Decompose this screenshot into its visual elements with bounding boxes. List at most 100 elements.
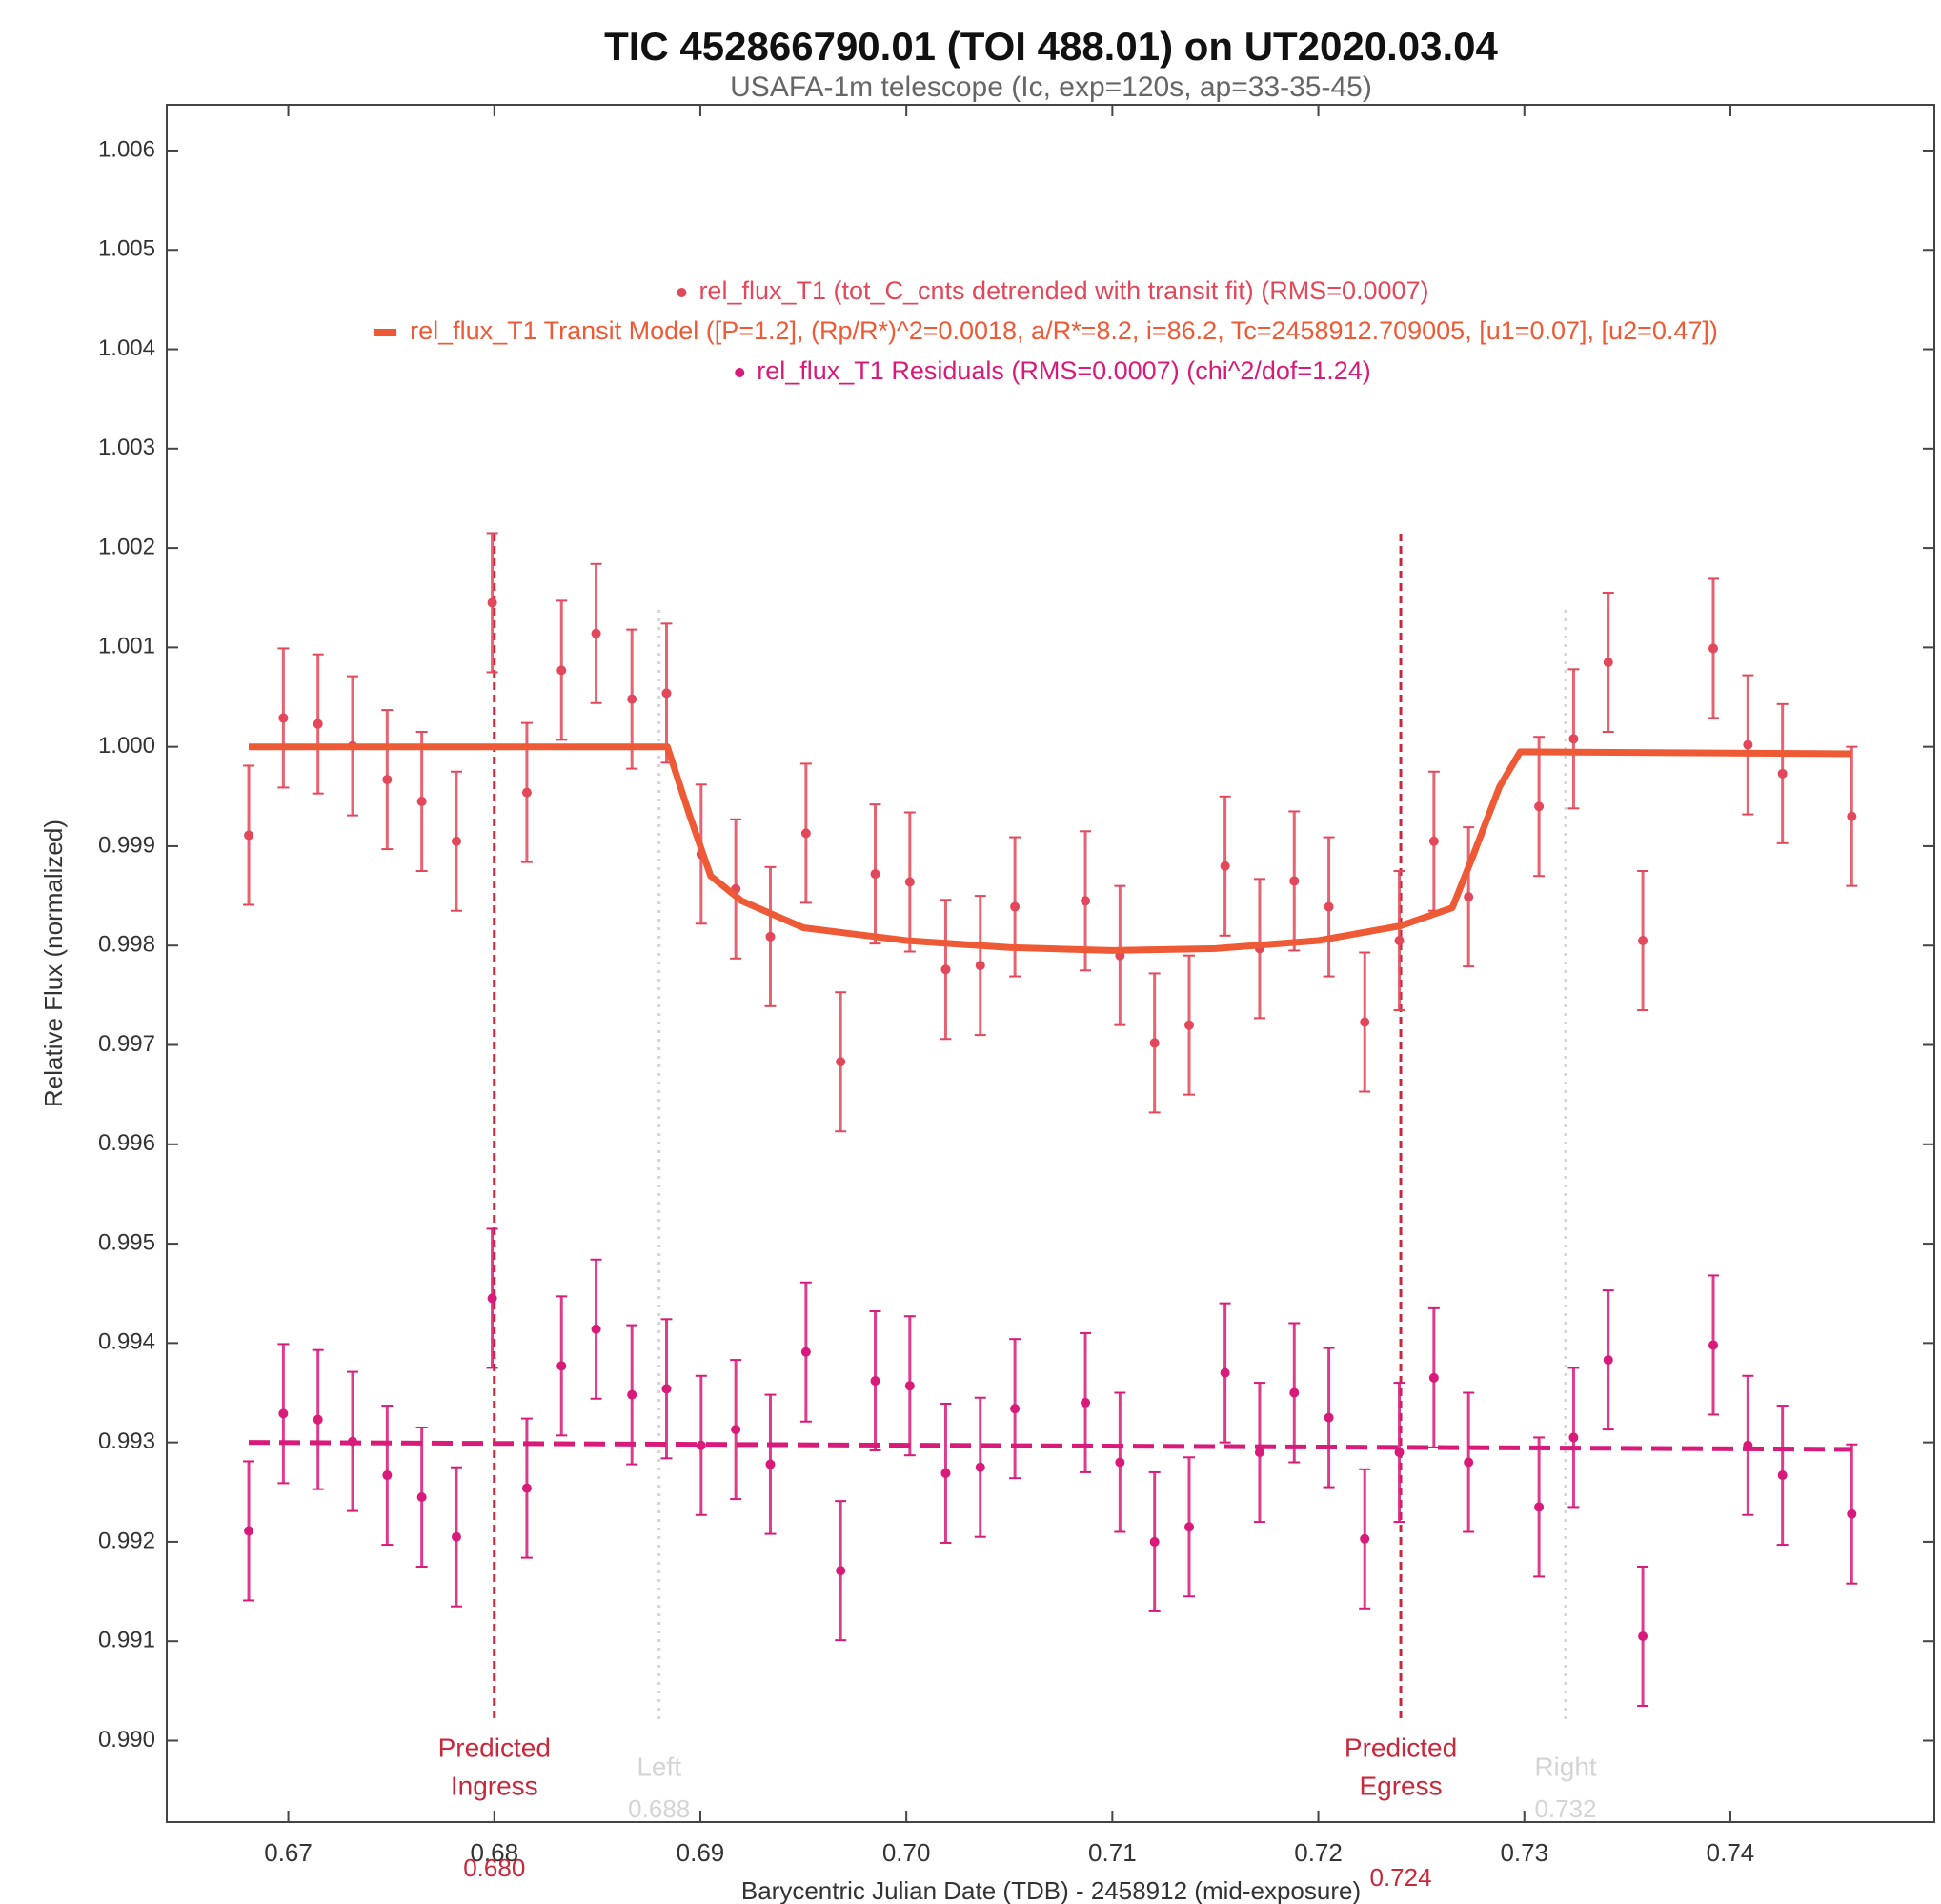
legend-label: rel_flux_T1 (tot_C_cnts detrended with t… bbox=[698, 276, 1428, 305]
x-tick-label: 0.70 bbox=[882, 1838, 931, 1867]
marker-value-label: 0.724 bbox=[1370, 1863, 1432, 1892]
chart-subtitle: USAFA-1m telescope (Ic, exp=120s, ap=33-… bbox=[730, 71, 1372, 103]
x-tick-label: 0.68 bbox=[470, 1838, 518, 1867]
marker-label: Predicted bbox=[438, 1732, 551, 1762]
data-point bbox=[661, 1384, 672, 1394]
data-point bbox=[1603, 1355, 1613, 1366]
data-point bbox=[556, 1361, 567, 1371]
data-point bbox=[1428, 1372, 1439, 1383]
data-point bbox=[278, 713, 289, 723]
y-tick-label: 0.996 bbox=[98, 1130, 155, 1156]
data-point bbox=[1220, 1367, 1230, 1378]
y-tick-label: 0.991 bbox=[98, 1628, 155, 1653]
y-tick-label: 1.005 bbox=[98, 236, 155, 262]
data-point bbox=[556, 665, 567, 676]
data-point bbox=[1184, 1020, 1195, 1030]
plot-frame bbox=[166, 104, 1935, 1823]
data-point bbox=[1708, 643, 1719, 654]
legend-label: rel_flux_T1 Residuals (RMS=0.0007) (chi^… bbox=[757, 356, 1371, 385]
data-point bbox=[975, 1462, 985, 1472]
data-point bbox=[1149, 1536, 1160, 1547]
data-point bbox=[244, 1526, 254, 1536]
data-point bbox=[1534, 801, 1545, 812]
data-point bbox=[1289, 876, 1300, 886]
data-point bbox=[696, 1440, 706, 1450]
data-point bbox=[1743, 739, 1753, 750]
x-tick-label: 0.67 bbox=[264, 1838, 313, 1867]
data-point bbox=[521, 787, 532, 798]
marker-value-label: 0.688 bbox=[628, 1794, 690, 1823]
data-point bbox=[1081, 1397, 1091, 1408]
data-point bbox=[1360, 1533, 1370, 1544]
x-tick-label: 0.71 bbox=[1088, 1838, 1137, 1867]
x-tick-label: 0.72 bbox=[1294, 1838, 1343, 1867]
marker-label: Left bbox=[637, 1752, 681, 1781]
data-point bbox=[313, 719, 323, 729]
chart-title: TIC 452866790.01 (TOI 488.01) on UT2020.… bbox=[604, 24, 1498, 69]
data-point bbox=[975, 961, 985, 971]
data-point bbox=[1081, 896, 1091, 906]
data-point bbox=[591, 1324, 601, 1334]
data-point bbox=[1010, 901, 1021, 912]
data-point bbox=[1638, 936, 1648, 946]
data-point bbox=[1254, 1448, 1264, 1458]
marker-label: Right bbox=[1534, 1752, 1597, 1781]
data-point bbox=[800, 1347, 811, 1357]
data-point bbox=[1010, 1404, 1021, 1414]
data-point bbox=[382, 775, 393, 785]
data-point bbox=[836, 1566, 846, 1576]
marker-value-label: 0.680 bbox=[463, 1853, 525, 1882]
data-point bbox=[1184, 1522, 1195, 1532]
y-tick-label: 0.992 bbox=[98, 1528, 155, 1553]
y-tick-label: 1.000 bbox=[98, 733, 155, 759]
data-point bbox=[521, 1483, 532, 1493]
data-point bbox=[1428, 836, 1439, 846]
data-point bbox=[1534, 1502, 1545, 1512]
data-point bbox=[313, 1414, 323, 1425]
data-point bbox=[1638, 1631, 1648, 1641]
y-tick-label: 0.990 bbox=[98, 1727, 155, 1752]
data-point bbox=[940, 964, 951, 975]
legend-swatch bbox=[735, 368, 745, 377]
legend-swatch bbox=[374, 329, 397, 336]
data-point bbox=[1324, 1412, 1334, 1423]
legend-swatch bbox=[677, 288, 687, 297]
data-point bbox=[1847, 1509, 1857, 1519]
data-point bbox=[1603, 658, 1613, 668]
data-point bbox=[1289, 1387, 1300, 1398]
data-point bbox=[836, 1057, 846, 1067]
data-point bbox=[1847, 811, 1857, 821]
data-point bbox=[451, 836, 461, 846]
data-point bbox=[416, 1491, 427, 1502]
y-tick-label: 1.004 bbox=[98, 335, 155, 361]
data-point bbox=[870, 1375, 880, 1386]
data-point bbox=[1220, 861, 1230, 871]
y-tick-label: 1.003 bbox=[98, 435, 155, 460]
data-point bbox=[1115, 1457, 1125, 1468]
data-point bbox=[1568, 734, 1579, 744]
x-tick-label: 0.73 bbox=[1500, 1838, 1548, 1867]
x-tick-label: 0.74 bbox=[1707, 1838, 1755, 1867]
marker-value-label: 0.732 bbox=[1534, 1794, 1596, 1823]
y-tick-label: 0.993 bbox=[98, 1428, 155, 1454]
data-point bbox=[591, 628, 601, 638]
marker-label: Ingress bbox=[451, 1771, 538, 1800]
data-point bbox=[731, 1425, 741, 1435]
data-point bbox=[416, 797, 427, 807]
data-point bbox=[627, 1389, 637, 1400]
y-tick-label: 1.002 bbox=[98, 534, 155, 559]
data-point bbox=[1149, 1038, 1160, 1048]
data-point bbox=[1777, 1470, 1788, 1481]
data-point bbox=[487, 1293, 497, 1304]
y-tick-label: 0.998 bbox=[98, 932, 155, 958]
model-line bbox=[248, 1440, 1852, 1452]
data-point bbox=[1568, 1432, 1579, 1443]
data-point bbox=[1464, 1457, 1474, 1468]
data-point bbox=[627, 694, 637, 704]
data-point bbox=[1777, 768, 1788, 779]
data-point bbox=[1464, 892, 1474, 902]
data-point bbox=[765, 931, 776, 942]
data-point bbox=[800, 828, 811, 839]
